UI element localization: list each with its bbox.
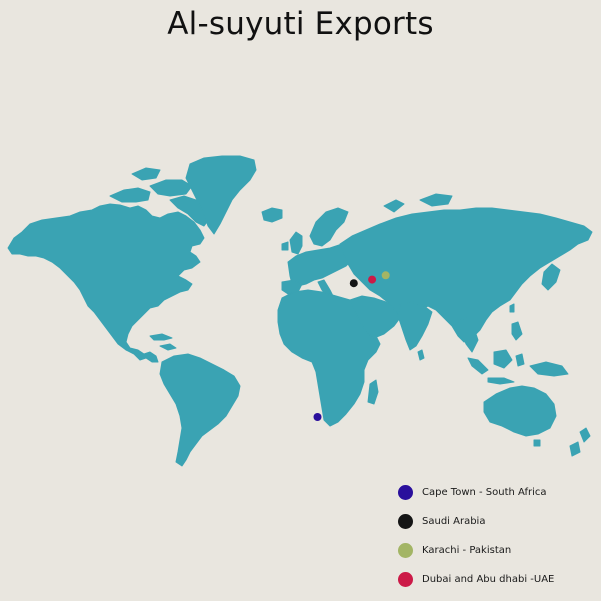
ireland xyxy=(281,241,289,251)
land-masses xyxy=(7,155,593,467)
iceland xyxy=(261,207,283,223)
south-america xyxy=(159,353,241,467)
siberia-north xyxy=(419,193,453,207)
philippines xyxy=(511,321,523,341)
tasmania xyxy=(533,439,541,447)
indochina xyxy=(457,317,479,353)
arabia xyxy=(349,295,401,339)
marker-cape-town xyxy=(313,413,322,421)
marker-dubai-abu-dhabi xyxy=(368,275,377,284)
legend-label-saudi-arabia: Saudi Arabia xyxy=(422,516,486,527)
legend-item-saudi-arabia: Saudi Arabia xyxy=(398,507,598,536)
legend-label-cape-town: Cape Town - South Africa xyxy=(422,487,547,498)
legend-marker-saudi-arabia xyxy=(398,514,413,529)
arctic-islands-1 xyxy=(109,187,151,203)
greenland xyxy=(185,155,257,235)
novaya-zemlya xyxy=(383,199,405,213)
uk xyxy=(289,231,303,255)
legend-item-dubai-abu-dhabi: Dubai and Abu dhabi -UAE xyxy=(398,565,598,594)
taiwan xyxy=(509,303,515,313)
marker-karachi xyxy=(381,271,390,280)
legend-marker-dubai-abu-dhabi xyxy=(398,572,413,587)
arctic-islands-3 xyxy=(131,167,161,181)
page-title: Al-suyuti Exports xyxy=(167,6,434,42)
north-america xyxy=(7,203,205,363)
new-zealand-south xyxy=(569,441,581,457)
marker-saudi-arabia xyxy=(349,279,358,288)
sulawesi xyxy=(515,353,525,367)
java xyxy=(487,377,515,385)
legend-label-dubai-abu-dhabi: Dubai and Abu dhabi -UAE xyxy=(422,574,555,585)
borneo xyxy=(493,349,513,369)
legend-label-karachi: Karachi - Pakistan xyxy=(422,545,512,556)
new-guinea xyxy=(529,361,569,377)
cuba xyxy=(149,333,173,341)
scandinavia xyxy=(309,207,349,247)
legend-marker-karachi xyxy=(398,543,413,558)
legend: Cape Town - South Africa Saudi Arabia Ka… xyxy=(398,478,598,594)
legend-item-karachi: Karachi - Pakistan xyxy=(398,536,598,565)
india xyxy=(397,301,433,351)
legend-marker-cape-town xyxy=(398,485,413,500)
australia xyxy=(483,385,557,437)
japan xyxy=(541,263,561,291)
madagascar xyxy=(367,379,379,405)
export-markers xyxy=(313,271,390,421)
legend-item-cape-town: Cape Town - South Africa xyxy=(398,478,598,507)
new-zealand-north xyxy=(579,427,591,443)
arctic-islands-2 xyxy=(149,179,193,197)
sumatra xyxy=(467,357,489,375)
sri-lanka xyxy=(417,349,425,361)
caribbean xyxy=(159,343,177,351)
